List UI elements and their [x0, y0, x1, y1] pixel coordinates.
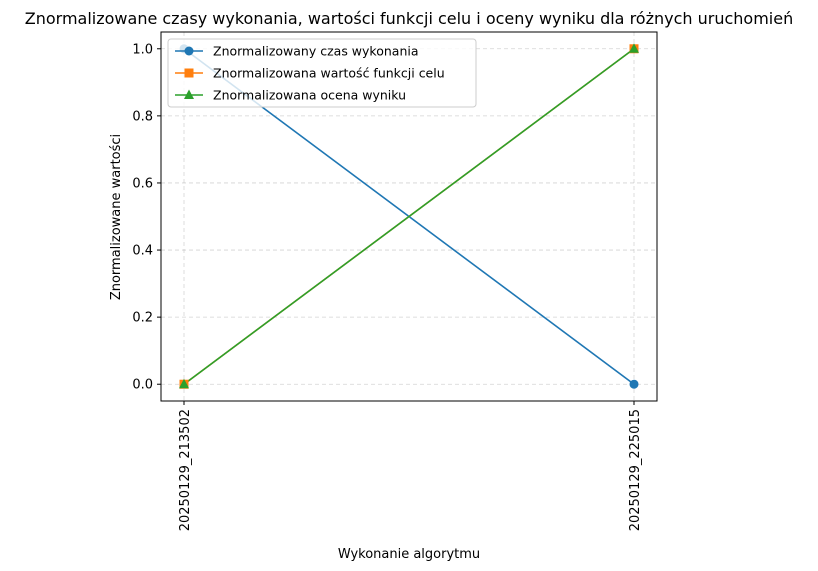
x-tick-label: 20250129_213502	[178, 409, 193, 531]
y-axis-label: Znormalizowane wartości	[109, 134, 124, 300]
legend: Znormalizowany czas wykonania Znormalizow…	[167, 38, 477, 108]
legend-label: Znormalizowany czas wykonania	[213, 44, 419, 59]
y-tick-label: 0.4	[132, 244, 153, 259]
x-axis-label: Wykonanie algorytmu	[338, 547, 480, 562]
y-tick-label: 1.0	[132, 42, 153, 57]
legend-marker	[184, 68, 194, 78]
legend-label: Znormalizowana wartość funkcji celu	[213, 66, 445, 81]
data-point	[179, 378, 189, 389]
y-axis-ticks: 0.0 0.2 0.4 0.6 0.8 1.0	[132, 42, 161, 393]
x-tick-label: 20250129_225015	[628, 409, 643, 531]
data-point	[629, 43, 639, 53]
y-tick-label: 0.2	[132, 311, 153, 326]
series-line	[183, 48, 635, 385]
x-axis-ticks: 20250129_213502 20250129_225015	[178, 401, 643, 531]
legend-marker	[184, 46, 194, 56]
legend-marker	[184, 89, 194, 99]
grid-lines	[161, 32, 657, 401]
data-point	[629, 379, 639, 389]
legend-box	[167, 38, 477, 108]
plot-frame	[160, 31, 658, 402]
y-tick-label: 0.0	[132, 378, 153, 393]
chart-title: Znormalizowane czasy wykonania, wartości…	[25, 9, 793, 28]
legend-label: Znormalizowana ocena wyniku	[213, 88, 406, 103]
y-tick-label: 0.8	[132, 109, 153, 124]
y-tick-label: 0.6	[132, 176, 153, 191]
